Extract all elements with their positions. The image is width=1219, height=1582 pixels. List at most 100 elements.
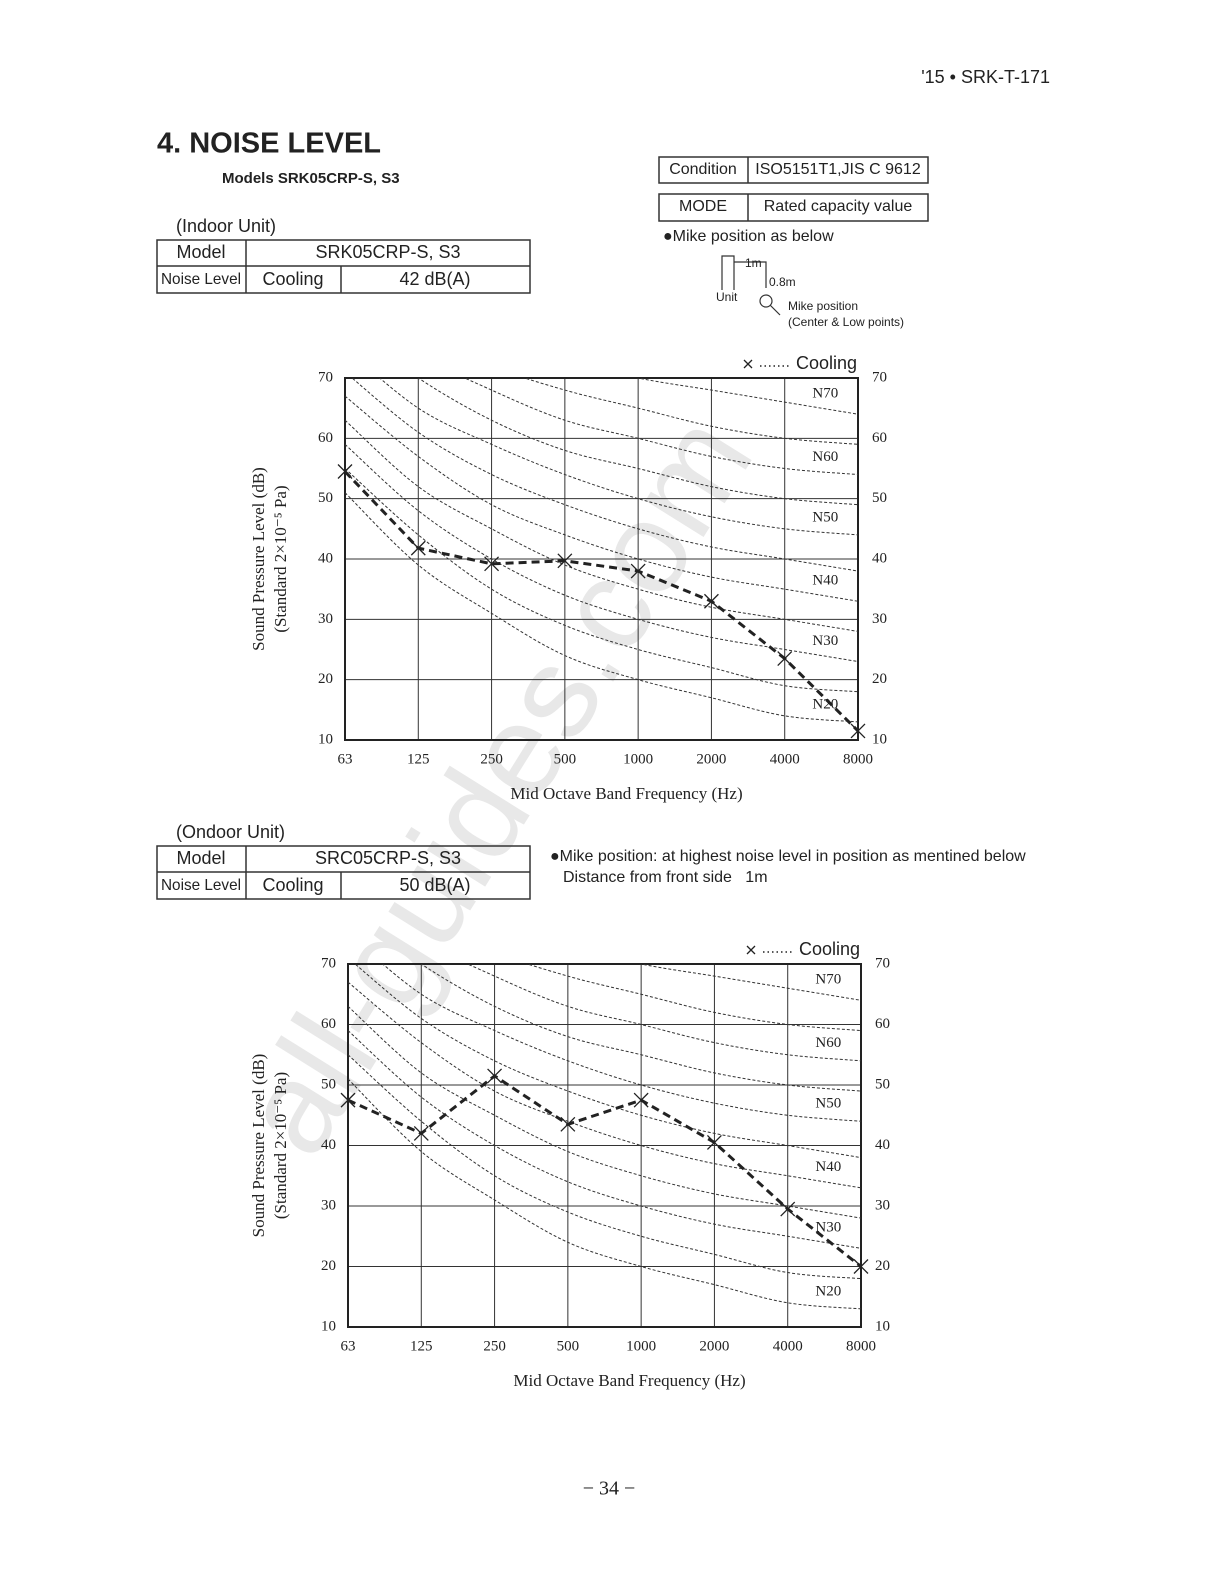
data-point	[706, 1135, 722, 1150]
y-axis-subtitle: (Standard 2×10⁻⁵ Pa)	[271, 485, 290, 632]
x-tick-label: 250	[483, 1338, 506, 1354]
y2-tick-label: 40	[872, 550, 887, 566]
y2-tick-label: 60	[875, 1016, 890, 1032]
y2-tick-label: 70	[875, 955, 890, 971]
x-tick-label: 2000	[696, 751, 726, 767]
y2-tick-label: 10	[872, 731, 887, 747]
mike-diagram	[721, 255, 781, 316]
diagram-label: Unit	[716, 290, 738, 304]
y2-tick-label: 40	[875, 1137, 890, 1153]
legend-marker	[746, 945, 756, 955]
y2-tick-label: 50	[875, 1076, 890, 1092]
table-cell: Rated capacity value	[764, 198, 913, 215]
y2-tick-label: 60	[872, 430, 887, 446]
y-tick-label: 50	[318, 490, 333, 506]
x-tick-label: 1000	[623, 751, 653, 767]
curve-label: N70	[812, 386, 838, 402]
plot-frame	[347, 963, 862, 1328]
y-tick-label: 30	[318, 611, 333, 627]
curve-label: N30	[815, 1220, 841, 1236]
mike-note: ●Mike position: at highest noise level i…	[550, 848, 1026, 865]
x-axis-title: Mid Octave Band Frequency (Hz)	[513, 1371, 745, 1390]
curve-label: N60	[815, 1035, 841, 1051]
curve-label: N20	[815, 1283, 841, 1299]
table-cell: ISO5151T1,JIS C 9612	[755, 161, 921, 178]
x-tick-label: 125	[407, 751, 430, 767]
curve-label: N40	[815, 1159, 841, 1175]
unit-label: (Indoor Unit)	[176, 216, 276, 236]
table-cell: Model	[176, 848, 225, 868]
table-cell: MODE	[679, 198, 727, 215]
data-point	[340, 1092, 356, 1108]
y-tick-label: 60	[318, 430, 333, 446]
reference-curve	[345, 492, 858, 723]
plot-frame	[344, 377, 859, 741]
section-title: 4. NOISE LEVEL	[157, 128, 381, 160]
x-tick-label: 2000	[699, 1338, 729, 1354]
reference-curve	[463, 378, 858, 476]
y2-tick-label: 70	[872, 369, 887, 385]
curve-label: N50	[815, 1096, 841, 1112]
reference-curve	[523, 378, 858, 445]
data-point	[410, 540, 426, 556]
reference-curve	[420, 964, 861, 1092]
y-tick-label: 20	[321, 1258, 336, 1274]
table-cell: Condition	[669, 161, 737, 178]
x-tick-label: 1000	[626, 1338, 656, 1354]
reference-curve	[378, 378, 858, 536]
diagram-label: (Center & Low points)	[788, 315, 904, 329]
x-tick-label: 500	[554, 751, 577, 767]
reference-curve	[345, 468, 858, 693]
page-number: − 34 −	[583, 1478, 636, 1500]
reference-curve	[348, 1005, 861, 1219]
reference-curve	[526, 964, 861, 1032]
table-cell: Noise Level	[161, 877, 241, 894]
reference-curve	[354, 964, 861, 1159]
data-point	[557, 553, 573, 569]
reference-curve	[635, 378, 858, 415]
table-cell: Cooling	[262, 875, 323, 895]
reference-curve	[348, 981, 861, 1189]
data-point	[850, 723, 866, 739]
curve-label: N20	[812, 696, 838, 712]
y2-tick-label: 50	[872, 490, 887, 506]
x-tick-label: 500	[557, 1338, 580, 1354]
data-point	[413, 1125, 429, 1141]
y-tick-label: 60	[321, 1016, 336, 1032]
x-tick-label: 63	[338, 751, 353, 767]
reference-curve	[348, 1054, 861, 1280]
series-line	[347, 1074, 862, 1268]
x-tick-label: 250	[480, 751, 503, 767]
curve-label: N40	[812, 573, 838, 589]
y2-tick-label: 20	[872, 671, 887, 687]
x-tick-label: 8000	[843, 751, 873, 767]
y2-tick-label: 20	[875, 1258, 890, 1274]
reference-curve	[638, 964, 861, 1001]
table-cell: Model	[176, 242, 225, 262]
y-tick-label: 40	[321, 1137, 336, 1153]
y-tick-label: 70	[318, 369, 333, 385]
table-cell: SRK05CRP-S, S3	[315, 242, 460, 262]
reference-curve	[381, 964, 861, 1122]
data-point	[703, 593, 719, 609]
header-code: '15 • SRK-T-171	[921, 67, 1050, 87]
y2-tick-label: 30	[875, 1197, 890, 1213]
table-cell: 42 dB(A)	[399, 269, 470, 289]
diagram-label: Mike position	[788, 299, 858, 313]
data-point	[560, 1116, 576, 1132]
data-point	[633, 1092, 649, 1108]
y2-tick-label: 10	[875, 1318, 890, 1334]
unit-label: (Ondoor Unit)	[176, 822, 285, 842]
y-axis-title: Sound Pressure Level (dB)	[249, 467, 268, 651]
reference-curve	[345, 443, 858, 663]
y-axis-title: Sound Pressure Level (dB)	[249, 1054, 268, 1238]
conditions-table	[658, 156, 929, 222]
x-tick-label: 4000	[773, 1338, 803, 1354]
y-tick-label: 20	[318, 671, 333, 687]
outdoor-table	[156, 845, 531, 900]
y-tick-label: 50	[321, 1076, 336, 1092]
mike-note: ●Mike position as below	[663, 228, 834, 245]
x-tick-label: 4000	[770, 751, 800, 767]
